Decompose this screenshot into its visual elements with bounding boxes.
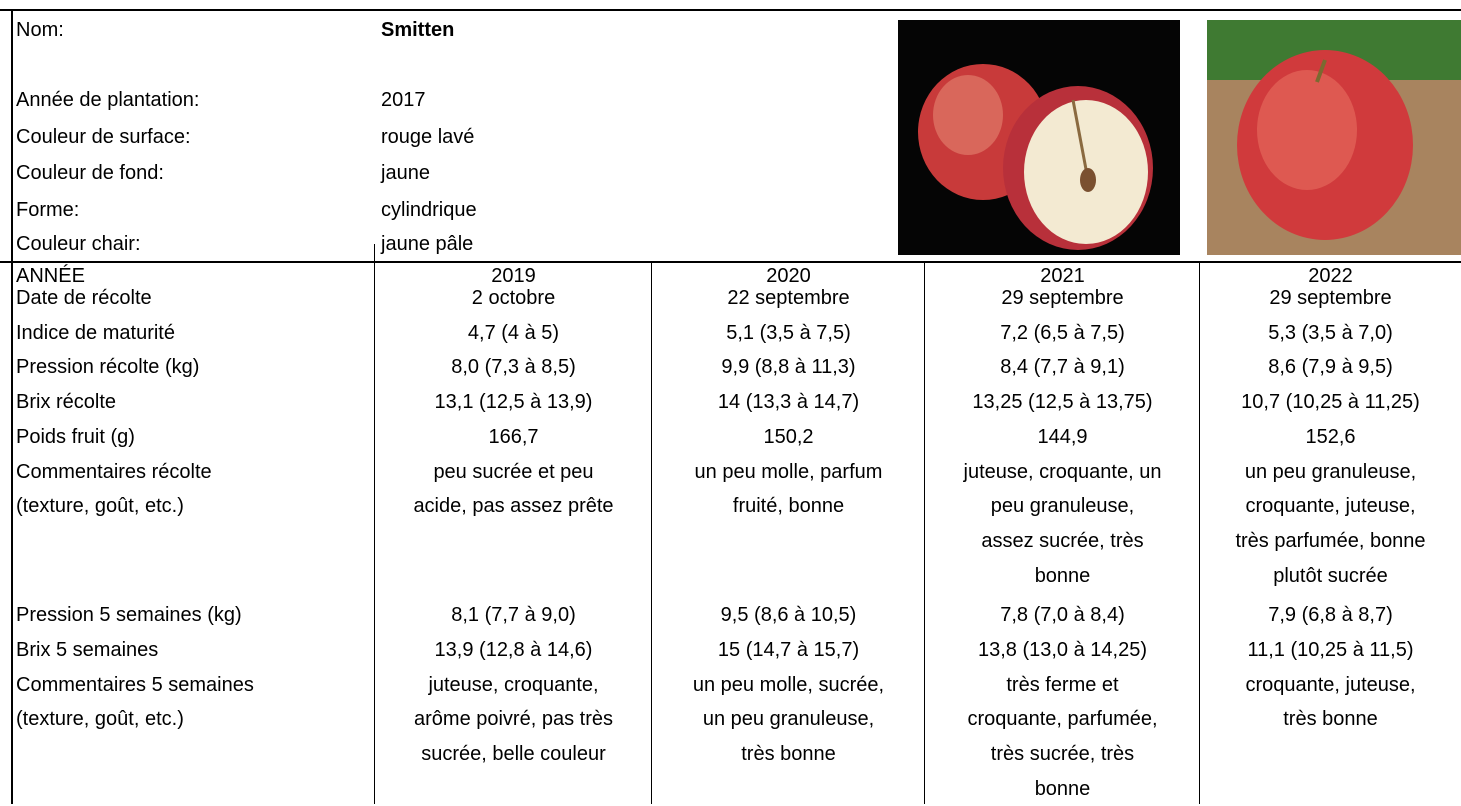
row-label: Brix 5 semaines xyxy=(16,633,158,667)
cell: 13,9 (12,8 à 14,6) xyxy=(375,633,652,667)
field-value: jaune pâle xyxy=(381,227,473,261)
field-label: Couleur de fond: xyxy=(16,156,164,190)
field-label: Couleur de surface: xyxy=(16,120,191,154)
row-label: Commentaires récolte xyxy=(16,455,212,489)
cell: juteuse, croquante, xyxy=(375,668,652,702)
field-value: jaune xyxy=(381,156,430,190)
cell: très bonne xyxy=(652,737,925,771)
cell: bonne xyxy=(925,559,1200,593)
cell: assez sucrée, très xyxy=(925,524,1200,558)
cell: très sucrée, très xyxy=(925,737,1200,771)
field-value: 2017 xyxy=(381,83,426,117)
row-label: Pression récolte (kg) xyxy=(16,350,199,384)
cell: arôme poivré, pas très xyxy=(375,702,652,736)
row-label: Indice de maturité xyxy=(16,316,175,350)
cell: peu sucrée et peu xyxy=(375,455,652,489)
cell: 29 septembre xyxy=(925,281,1200,315)
cell: 22 septembre xyxy=(652,281,925,315)
cell: peu granuleuse, xyxy=(925,489,1200,523)
cell: sucrée, belle couleur xyxy=(375,737,652,771)
cell: croquante, juteuse, xyxy=(1200,668,1461,702)
field-value: Smitten xyxy=(381,13,454,47)
cell: 8,0 (7,3 à 8,5) xyxy=(375,350,652,384)
cell: bonne xyxy=(925,772,1200,806)
cell: 166,7 xyxy=(375,420,652,454)
photo xyxy=(898,20,1180,255)
cell: 9,5 (8,6 à 10,5) xyxy=(652,598,925,632)
cell: 13,25 (12,5 à 13,75) xyxy=(925,385,1200,419)
cell: 8,6 (7,9 à 9,5) xyxy=(1200,350,1461,384)
cell: 7,2 (6,5 à 7,5) xyxy=(925,316,1200,350)
cell: 8,1 (7,7 à 9,0) xyxy=(375,598,652,632)
field-label: Nom: xyxy=(16,13,64,47)
field-label: Forme: xyxy=(16,193,79,227)
cell: croquante, juteuse, xyxy=(1200,489,1461,523)
cell: très bonne xyxy=(1200,702,1461,736)
cell: 14 (13,3 à 14,7) xyxy=(652,385,925,419)
row-label: (texture, goût, etc.) xyxy=(16,702,184,736)
row-label: Poids fruit (g) xyxy=(16,420,135,454)
row-label: (texture, goût, etc.) xyxy=(16,489,184,523)
cell: fruité, bonne xyxy=(652,489,925,523)
cell: 9,9 (8,8 à 11,3) xyxy=(652,350,925,384)
field-label: Couleur chair: xyxy=(16,227,141,261)
field-value: cylindrique xyxy=(381,193,477,227)
cell: très parfumée, bonne xyxy=(1200,524,1461,558)
cell: 11,1 (10,25 à 11,5) xyxy=(1200,633,1461,667)
cell: un peu granuleuse, xyxy=(652,702,925,736)
cell: un peu molle, parfum xyxy=(652,455,925,489)
cell: 2 octobre xyxy=(375,281,652,315)
field-label: Année de plantation: xyxy=(16,83,200,117)
cell: plutôt sucrée xyxy=(1200,559,1461,593)
cell: un peu granuleuse, xyxy=(1200,455,1461,489)
cell: 13,1 (12,5 à 13,9) xyxy=(375,385,652,419)
cell: 13,8 (13,0 à 14,25) xyxy=(925,633,1200,667)
cell: 10,7 (10,25 à 11,25) xyxy=(1200,385,1461,419)
cell: 29 septembre xyxy=(1200,281,1461,315)
cell: 150,2 xyxy=(652,420,925,454)
row-label: Commentaires 5 semaines xyxy=(16,668,254,702)
cell: 152,6 xyxy=(1200,420,1461,454)
row-label: Brix récolte xyxy=(16,385,116,419)
page: Nom: Smitten Année de plantation: 2017 Coule… xyxy=(0,0,1461,804)
cell: 15 (14,7 à 15,7) xyxy=(652,633,925,667)
cell: très ferme et xyxy=(925,668,1200,702)
photo xyxy=(1207,20,1461,255)
row-label: Date de récolte xyxy=(16,281,152,315)
cell: 7,8 (7,0 à 8,4) xyxy=(925,598,1200,632)
cell: juteuse, croquante, un xyxy=(925,455,1200,489)
cell: 144,9 xyxy=(925,420,1200,454)
cell: 7,9 (6,8 à 8,7) xyxy=(1200,598,1461,632)
cell: 5,3 (3,5 à 7,0) xyxy=(1200,316,1461,350)
field-value: rouge lavé xyxy=(381,120,474,154)
cell: 8,4 (7,7 à 9,1) xyxy=(925,350,1200,384)
cell: croquante, parfumée, xyxy=(925,702,1200,736)
row-label: Pression 5 semaines (kg) xyxy=(16,598,242,632)
cell: 4,7 (4 à 5) xyxy=(375,316,652,350)
cell: acide, pas assez prête xyxy=(375,489,652,523)
cell: un peu molle, sucrée, xyxy=(652,668,925,702)
border-left xyxy=(11,9,13,804)
cell: 5,1 (3,5 à 7,5) xyxy=(652,316,925,350)
border-top xyxy=(0,9,1461,11)
